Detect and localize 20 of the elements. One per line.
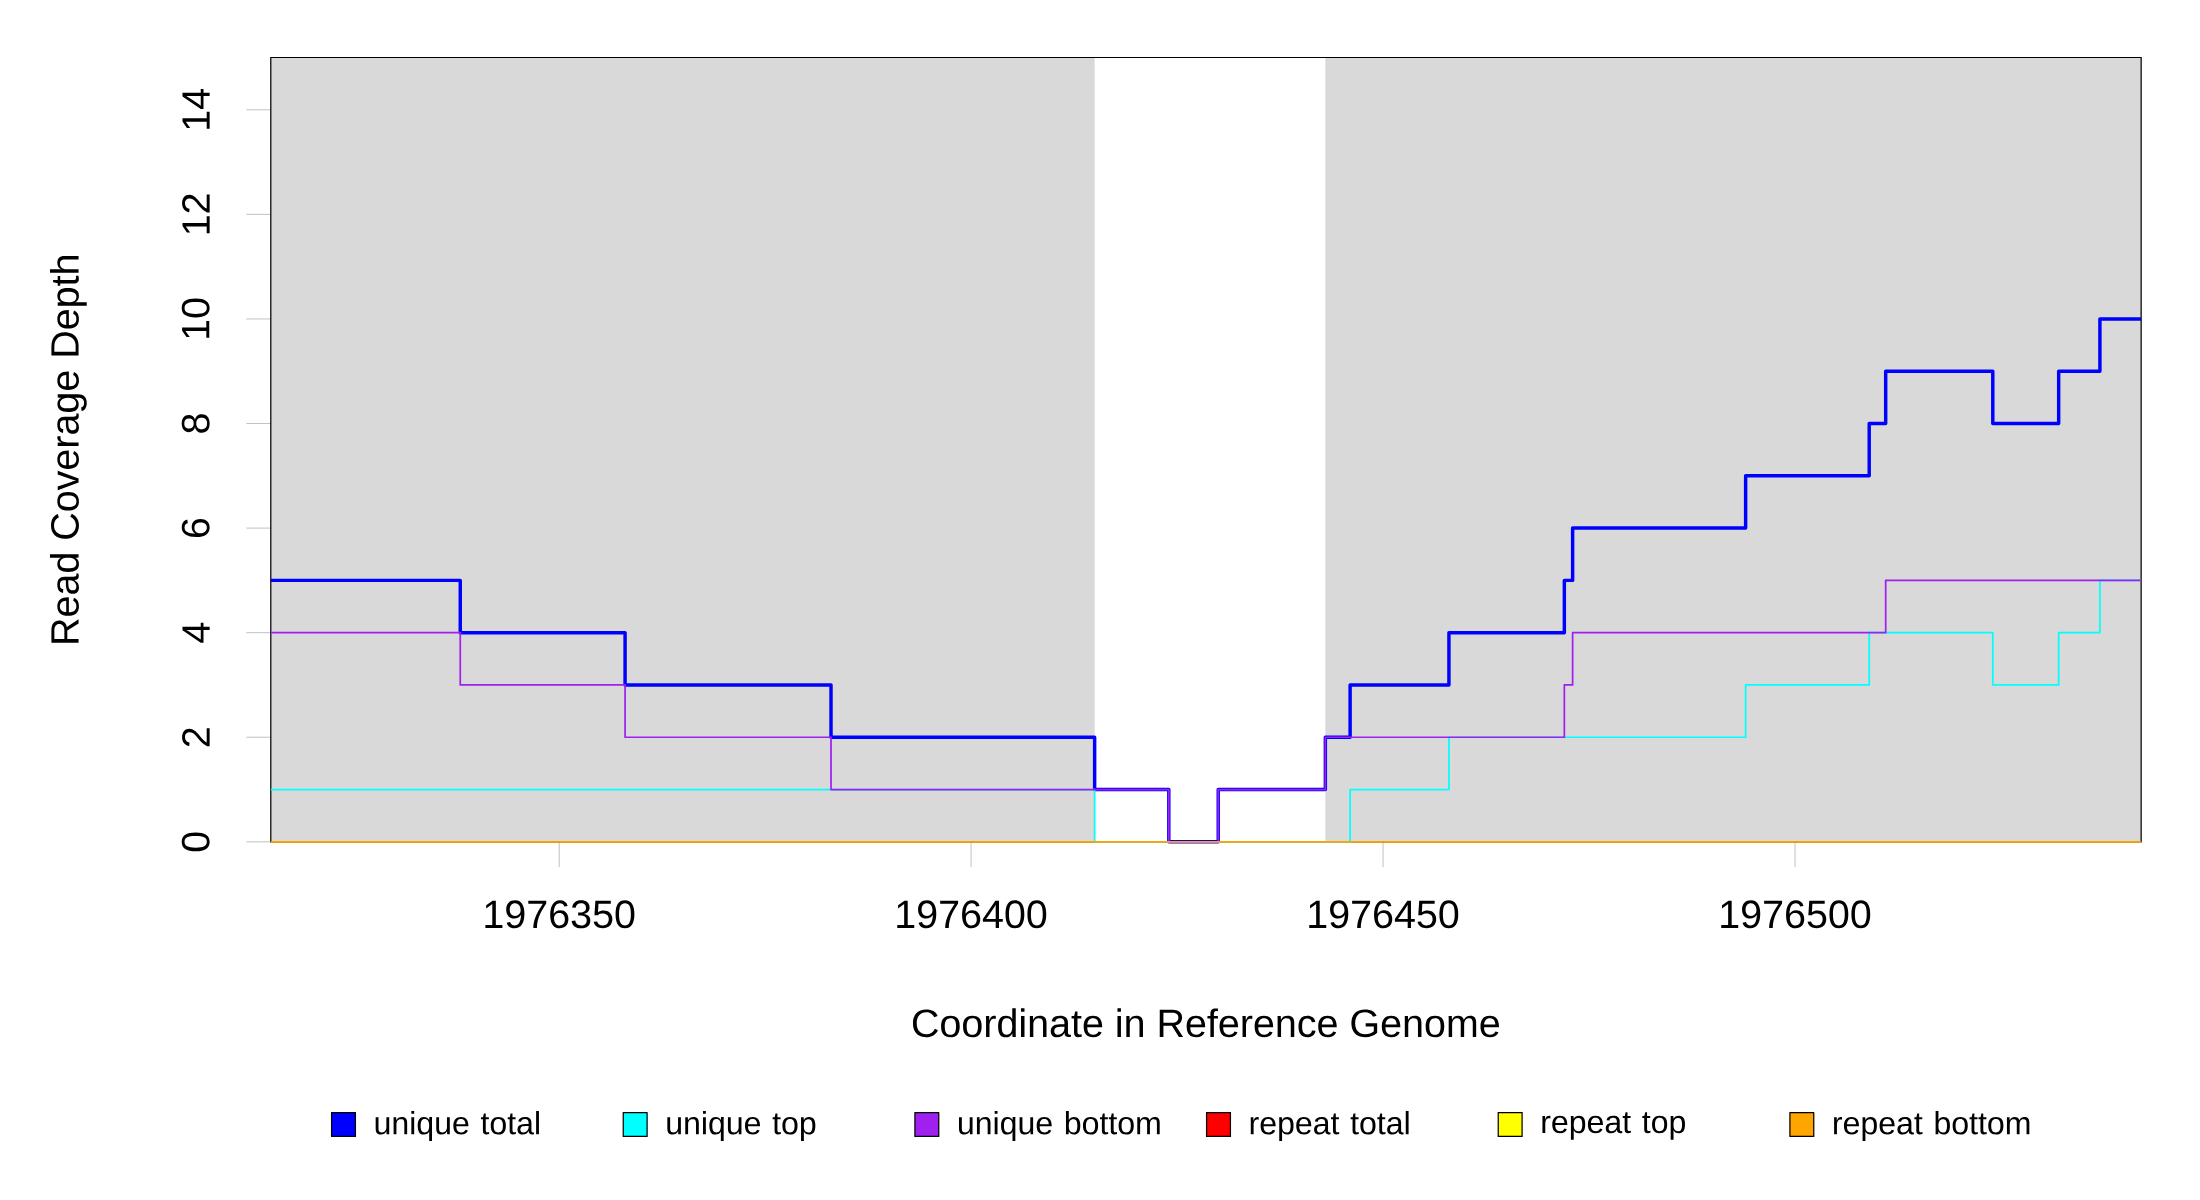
y-tick-label: 2 (182, 728, 210, 747)
y-tick-label: 0 (181, 832, 210, 852)
y-axis-title: Read Coverage Depth (49, 256, 87, 643)
legend-label: unique top (667, 1111, 816, 1142)
y-tick-label: 4 (182, 623, 210, 643)
legend-label: repeat total (1250, 1111, 1409, 1142)
y-tick-label: 12 (182, 194, 210, 234)
x-tick-label: 1976400 (897, 900, 1047, 929)
x-tick-label: 1976500 (1721, 900, 1871, 929)
y-tick-label: 14 (182, 89, 210, 129)
legend-label: unique total (375, 1111, 539, 1142)
x-tick-label: 1976450 (1309, 900, 1459, 929)
y-tick-label: 10 (181, 298, 210, 339)
x-axis-title: Coordinate in Reference Genome (912, 1008, 1499, 1038)
legend-label: repeat top (1542, 1112, 1685, 1140)
y-tick-label: 8 (181, 414, 210, 433)
legend-label: unique bottom (959, 1111, 1160, 1142)
legend-label: repeat bottom (1834, 1111, 2030, 1142)
x-tick-label: 1976350 (485, 900, 635, 929)
y-tick-label: 6 (181, 519, 210, 538)
